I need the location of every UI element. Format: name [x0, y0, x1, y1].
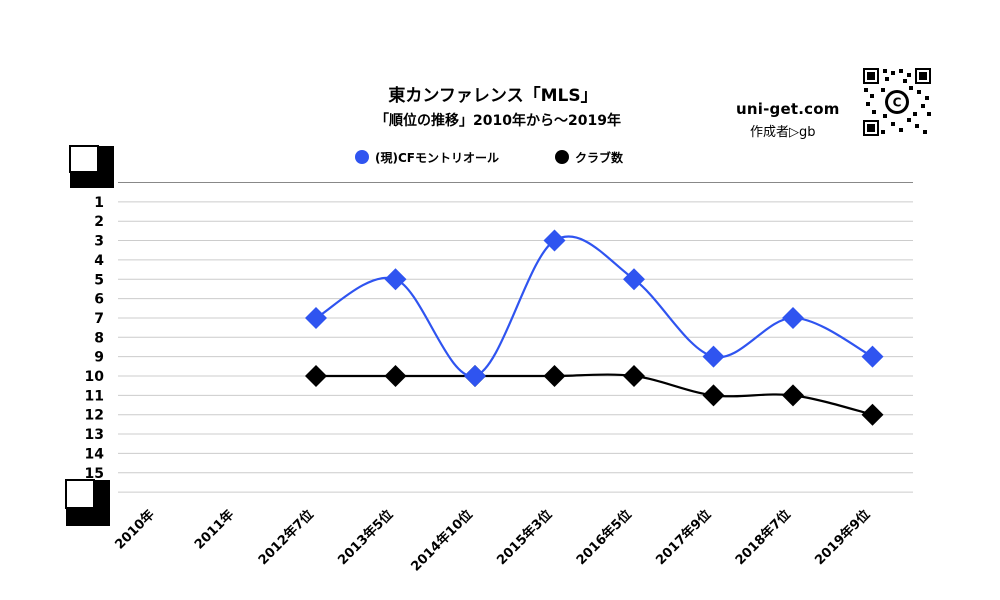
y-tick-label: 12	[85, 408, 104, 424]
rank-point	[543, 229, 566, 252]
rank-point	[305, 306, 327, 329]
x-tick-label: 2012年7位	[255, 507, 317, 569]
legend-marker-rank	[355, 150, 369, 164]
clubs-point	[305, 365, 327, 387]
rank-point	[623, 268, 645, 291]
corner-block-top	[69, 145, 114, 188]
svg-text:C: C	[893, 96, 902, 110]
x-tick-label: 2017年9位	[653, 507, 715, 569]
x-tick-label: 2015年3位	[494, 507, 556, 569]
rank-point	[861, 345, 884, 368]
legend-label-rank: (現)CFモントリオール	[375, 151, 499, 165]
x-tick-label: 2010年	[112, 507, 158, 553]
y-tick-label: 4	[94, 253, 104, 269]
y-tick-label: 1	[94, 195, 104, 211]
clubs-point	[543, 365, 566, 387]
clubs-point	[702, 384, 725, 407]
y-tick-label: 3	[94, 234, 104, 250]
y-tick-label: 15	[85, 466, 104, 482]
qr-code-icon: C	[862, 67, 932, 137]
clubs-point	[623, 365, 645, 387]
y-tick-label: 5	[94, 272, 104, 288]
y-tick-label: 14	[85, 446, 105, 462]
x-axis-ticks: 2010年 2011年 2012年7位 2013年5位 2014年10位 2015年3位 2…	[112, 507, 874, 575]
y-tick-label: 10	[85, 369, 105, 385]
clubs-point	[384, 365, 407, 387]
y-tick-label: 9	[94, 350, 104, 366]
rank-point	[782, 306, 804, 329]
series	[305, 229, 884, 426]
clubs-point	[861, 403, 884, 426]
rank-point	[702, 345, 725, 368]
grid	[118, 182, 913, 493]
y-tick-label: 11	[85, 388, 104, 404]
y-tick-label: 7	[94, 311, 104, 327]
x-tick-label: 2013年5位	[335, 507, 397, 569]
rank-point	[464, 365, 486, 387]
y-tick-label: 13	[85, 427, 104, 443]
y-tick-label: 2	[94, 214, 104, 230]
corner-block-bottom	[65, 479, 110, 526]
site-name: uni-get.com	[736, 100, 840, 118]
legend-label-clubs: クラブ数	[575, 150, 624, 165]
author-credit: 作成者▷gb	[750, 125, 816, 140]
legend: (現)CFモントリオール クラブ数	[355, 150, 624, 165]
rank-point	[384, 268, 407, 291]
y-tick-label: 8	[94, 330, 104, 346]
series-line-rank	[315, 235, 873, 378]
y-tick-label: 6	[94, 292, 104, 308]
x-tick-label: 2019年9位	[812, 507, 874, 569]
x-tick-label: 2011年	[191, 507, 237, 553]
x-tick-label: 2016年5位	[573, 507, 635, 569]
x-tick-label: 2018年7位	[732, 507, 794, 569]
x-tick-label: 2014年10位	[408, 507, 476, 575]
chart-title: 東カンファレンス「MLS」	[388, 85, 597, 106]
legend-marker-clubs	[555, 150, 569, 164]
chart-subtitle: 「順位の推移」2010年から～2019年	[375, 112, 621, 129]
clubs-point	[782, 384, 804, 407]
